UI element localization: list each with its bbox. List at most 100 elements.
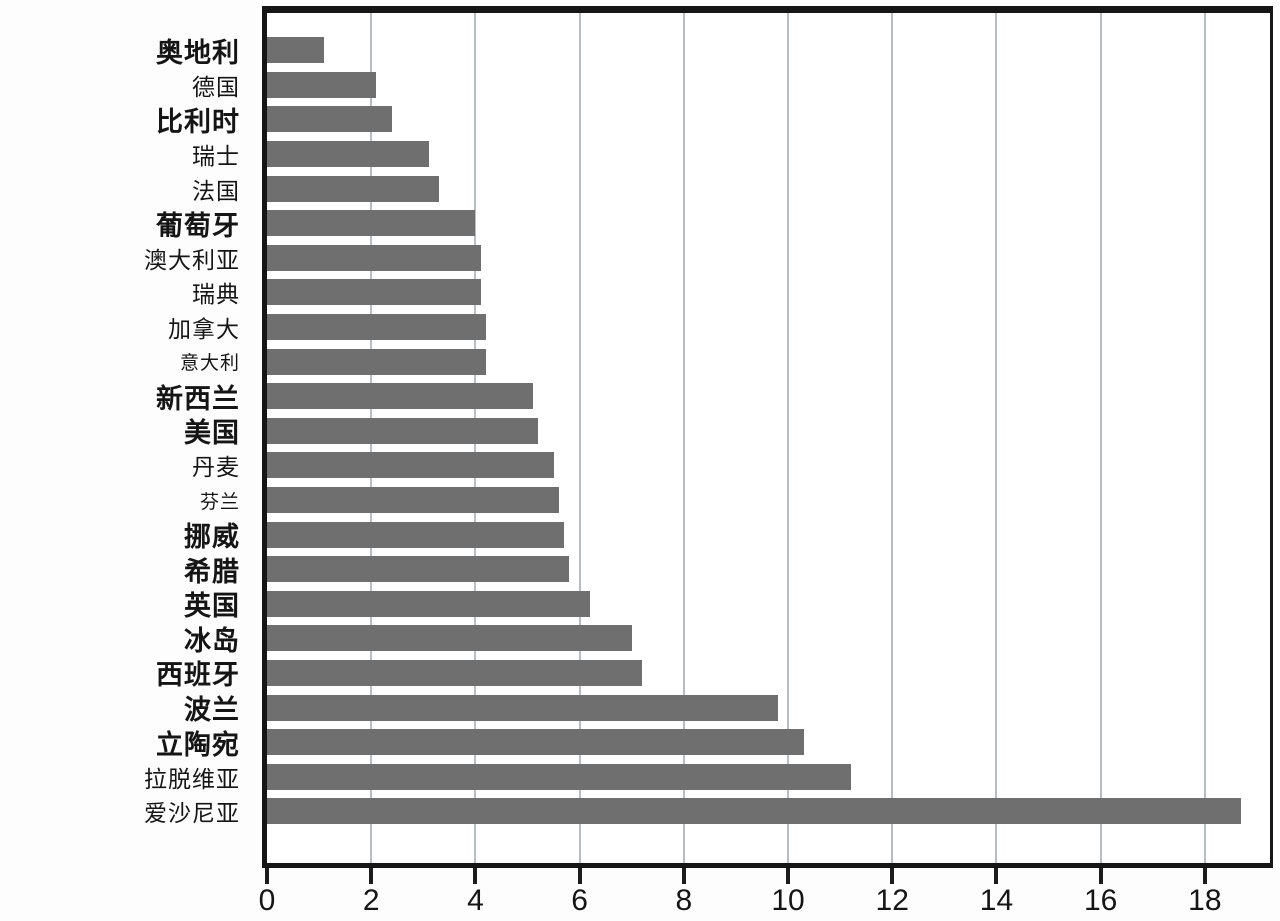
country-label: 英国 <box>184 591 240 623</box>
bar-track <box>267 33 1270 68</box>
bar <box>267 659 643 686</box>
bar-track <box>267 241 1270 276</box>
bar <box>267 694 778 721</box>
country-label: 澳大利亚 <box>144 247 240 274</box>
x-tick-label: 6 <box>571 884 588 917</box>
x-tick-label: 0 <box>258 884 276 917</box>
bar-track <box>267 137 1270 172</box>
x-tick <box>1098 868 1103 884</box>
country-label: 比利时 <box>156 106 240 138</box>
bar <box>267 383 533 410</box>
country-label: 拉脱维亚 <box>144 766 240 793</box>
bar-track <box>267 206 1270 241</box>
bar-track <box>267 275 1270 310</box>
bar <box>267 763 851 790</box>
bar-rows <box>267 13 1270 863</box>
bar-track <box>267 414 1270 449</box>
x-axis: 0 2 4 6 8 10 12 14 16 18 <box>259 868 1270 918</box>
bar <box>267 210 476 237</box>
country-label: 立陶宛 <box>156 729 240 761</box>
bar-track <box>267 344 1270 379</box>
bar <box>267 141 429 168</box>
bar-track <box>267 483 1270 518</box>
bar <box>267 521 564 548</box>
bar <box>267 71 377 98</box>
country-label: 瑞士 <box>192 144 240 171</box>
bar <box>267 244 481 271</box>
country-label: 冰岛 <box>184 625 240 657</box>
country-label: 挪威 <box>184 522 240 554</box>
country-label: 美国 <box>184 418 240 450</box>
x-tick-label: 4 <box>467 884 484 917</box>
gridline <box>1099 13 1102 863</box>
x-tick-label: 16 <box>1083 884 1118 917</box>
x-tick <box>369 868 374 884</box>
country-label: 希腊 <box>184 556 240 588</box>
country-label: 新西兰 <box>156 383 240 415</box>
x-tick <box>994 868 999 884</box>
bar <box>267 417 538 444</box>
y-axis-labels: 奥地利德国比利时瑞士法国葡萄牙澳大利亚瑞典加拿大意大利新西兰 美国丹麦芬兰挪威 希腊… <box>0 13 250 863</box>
bar-track <box>267 379 1270 414</box>
bar-track <box>267 759 1270 794</box>
country-label: 波兰 <box>184 695 240 727</box>
x-tick <box>473 868 478 884</box>
x-tick <box>577 868 582 884</box>
bar-track <box>267 310 1270 345</box>
country-label: 西班牙 <box>156 660 240 692</box>
bar-track <box>267 656 1270 691</box>
country-label: 法国 <box>192 178 240 205</box>
bar-track <box>267 171 1270 206</box>
bar-track <box>267 794 1270 829</box>
x-tick-label: 14 <box>979 884 1014 917</box>
bar <box>267 798 1242 825</box>
bar-track <box>267 68 1270 103</box>
x-tick-label: 2 <box>362 884 380 917</box>
x-tick-label: 8 <box>675 884 693 917</box>
bar <box>267 314 486 341</box>
bar <box>267 279 481 306</box>
bar-track <box>267 517 1270 552</box>
gridline <box>1203 13 1206 863</box>
bar <box>267 590 591 617</box>
x-tick <box>786 868 791 884</box>
bar <box>267 625 632 652</box>
gridline <box>682 13 685 863</box>
gridline <box>787 13 790 863</box>
country-label: 瑞典 <box>192 282 240 309</box>
bar <box>267 487 559 514</box>
x-tick-label: 18 <box>1188 884 1222 917</box>
x-tick-label: 10 <box>771 884 805 917</box>
country-label: 芬兰 <box>199 490 240 513</box>
bar <box>267 348 486 375</box>
country-label: 加拿大 <box>168 317 240 344</box>
country-label: 奥地利 <box>156 37 240 69</box>
x-tick-label: 12 <box>875 884 909 917</box>
country-label: 意大利 <box>179 352 240 375</box>
bar <box>267 175 439 202</box>
gridline <box>995 13 998 863</box>
bar <box>267 556 570 583</box>
gridline <box>891 13 894 863</box>
bar-track <box>267 587 1270 622</box>
bar <box>267 452 554 479</box>
gridline <box>578 13 581 863</box>
x-tick <box>890 868 895 884</box>
country-label: 葡萄牙 <box>156 210 240 242</box>
x-tick <box>1202 868 1207 884</box>
bar-track <box>267 552 1270 587</box>
x-tick <box>265 868 269 884</box>
bar-track <box>267 448 1270 483</box>
country-label: 丹麦 <box>192 455 240 482</box>
bar <box>267 106 393 133</box>
bar <box>267 37 325 64</box>
bar <box>267 729 804 756</box>
bar-track <box>267 690 1270 725</box>
bar-track <box>267 725 1270 760</box>
country-label: 爱沙尼亚 <box>144 801 240 828</box>
plot-area <box>262 6 1273 868</box>
x-tick <box>681 868 686 884</box>
country-label: 德国 <box>192 74 240 101</box>
bar-track <box>267 621 1270 656</box>
